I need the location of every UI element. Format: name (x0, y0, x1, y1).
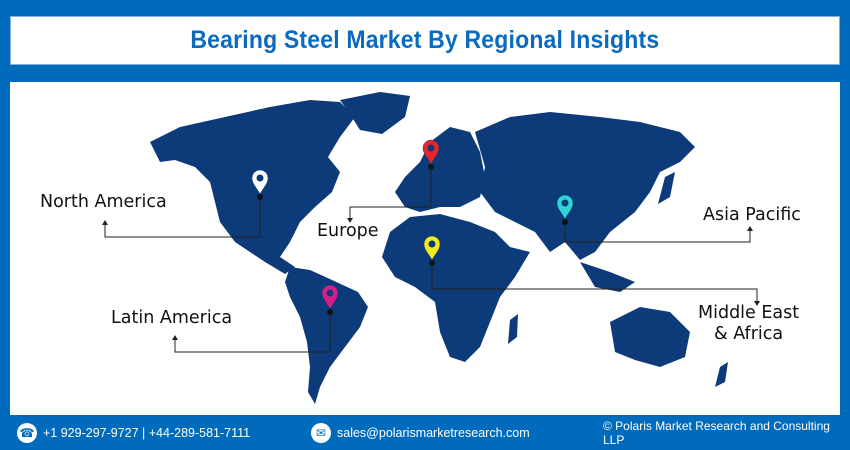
asia-shape (475, 112, 695, 260)
map-panel: North America Europe Asia Pacific Middle… (10, 82, 840, 415)
email-link[interactable]: sales@polarismarketresearch.com (337, 425, 530, 440)
new-zealand-shape (715, 362, 728, 387)
arrow-down-icon (347, 218, 353, 223)
greenland-shape (340, 92, 410, 134)
arrow-up-icon (172, 335, 178, 340)
connector-north-america (104, 192, 261, 238)
latin-america-shape (285, 267, 368, 404)
map-pin-icon (422, 139, 440, 165)
label-europe: Europe (317, 221, 379, 241)
australia-shape (610, 307, 690, 367)
map-pin-icon (321, 284, 339, 310)
map-pin-dot (429, 260, 435, 266)
europe-shape (395, 127, 485, 212)
label-north-america: North America (40, 192, 167, 212)
north-america-shape (150, 100, 355, 274)
map-pin-icon (423, 235, 441, 261)
title-box: Bearing Steel Market By Regional Insight… (10, 16, 840, 65)
arrowheads (102, 218, 760, 340)
label-latin-america: Latin America (111, 308, 233, 328)
arrow-up-icon (747, 226, 753, 231)
map-pin-dot (327, 309, 333, 315)
footer-email: ✉ sales@polarismarketresearch.com (311, 415, 530, 450)
madagascar-shape (508, 314, 518, 344)
map-pin-icon (556, 194, 574, 220)
footer-copyright: © Polaris Market Research and Consulting… (603, 415, 850, 450)
copyright-text: © Polaris Market Research and Consulting… (603, 418, 830, 447)
map-pin-dot (257, 194, 263, 200)
connector-europe (349, 152, 432, 219)
africa-shape (382, 214, 530, 362)
footer: ☎ +1 929-297-9727 | +44-289-581-7111 ✉ s… (0, 415, 850, 450)
map-pin-hole (428, 240, 436, 248)
page-title: Bearing Steel Market By Regional Insight… (190, 26, 660, 54)
japan-shape (658, 172, 675, 204)
label-middle-east-africa: Middle East & Africa (698, 303, 799, 345)
map-pin-icon (251, 169, 269, 195)
map-pin-dot (562, 219, 568, 225)
arrow-down-icon (754, 301, 760, 306)
label-asia-pacific: Asia Pacific (703, 205, 801, 225)
connector-mea (431, 262, 758, 302)
mail-icon: ✉ (311, 422, 331, 443)
map-pins (251, 139, 574, 315)
map-pin-hole (326, 289, 334, 297)
phone-numbers: +1 929-297-9727 | +44-289-581-7111 (43, 425, 251, 440)
map-pin-dot (428, 164, 434, 170)
southeast-asia-shape (580, 262, 635, 292)
label-mea-line2: & Africa (714, 324, 784, 344)
map-pin-hole (561, 199, 569, 207)
map-pin-hole (256, 174, 264, 182)
phone-icon: ☎ (17, 422, 37, 443)
footer-phone: ☎ +1 929-297-9727 | +44-289-581-7111 (17, 415, 250, 450)
map-pin-hole (427, 144, 435, 152)
label-mea-line1: Middle East (698, 303, 800, 323)
continents (150, 92, 728, 404)
arrow-up-icon (102, 220, 108, 225)
connector-latin-america (174, 307, 331, 353)
world-map (102, 92, 760, 404)
